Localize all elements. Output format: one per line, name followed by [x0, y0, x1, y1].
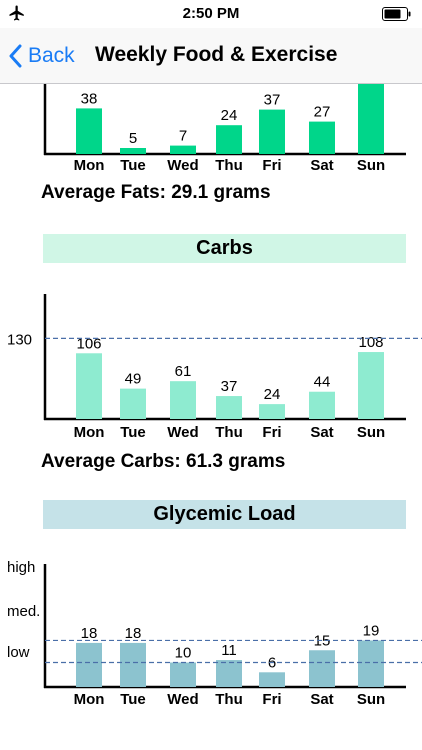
carbs-bar: [309, 391, 335, 419]
fats-bar: [216, 125, 242, 154]
glycemic-value-label: 19: [363, 622, 380, 639]
status-bar: 2:50 PM: [0, 0, 422, 28]
carbs-value-label: 106: [76, 335, 101, 352]
glycemic-bar: [309, 650, 335, 687]
glycemic-header-label: Glycemic Load: [153, 503, 296, 525]
carbs-section-header: Carbs: [43, 234, 406, 263]
fats-value-label: 27: [314, 104, 331, 121]
charts-canvas: 38 Mon 5 Tue 7 Wed 24 Thu 37 Fri 27 Sat Sun 106 Mon 49 T…: [7, 84, 422, 708]
glycemic-bar: [216, 660, 242, 687]
carbs-category-label: Wed: [167, 424, 198, 441]
carbs-value-label: 24: [264, 386, 281, 403]
carbs-value-label: 44: [314, 374, 331, 391]
scroll-content[interactable]: 38 Mon 5 Tue 7 Wed 24 Thu 37 Fri 27 Sat Sun 106 Mon 49 T…: [0, 84, 422, 750]
airplane-icon: [9, 5, 24, 21]
glycemic-value-label: 18: [81, 625, 98, 642]
page-title: Weekly Food & Exercise: [95, 43, 338, 66]
carbs-category-label: Fri: [262, 424, 281, 441]
carbs-category-label: Thu: [215, 424, 243, 441]
fats-bar: [120, 148, 146, 154]
carbs-value-label: 61: [175, 363, 192, 380]
glycemic-category-label: Thu: [215, 691, 243, 708]
glycemic-value-label: 18: [125, 625, 142, 642]
fats-value-label: 7: [179, 128, 187, 145]
carbs-value-label: 37: [221, 378, 238, 395]
average-fats-text: Average Fats: 29.1 grams: [41, 182, 271, 203]
chevron-left-icon: [9, 44, 22, 68]
carbs-category-label: Tue: [120, 424, 146, 441]
fats-category-label: Sun: [357, 157, 385, 174]
fats-value-label: 37: [264, 92, 281, 109]
glycemic-bar: [259, 672, 285, 687]
average-carbs-text: Average Carbs: 61.3 grams: [41, 451, 286, 472]
glycemic-value-label: 10: [175, 645, 192, 662]
fats-bar: [358, 84, 384, 154]
fats-category-label: Mon: [74, 157, 105, 174]
fats-category-label: Sat: [310, 157, 333, 174]
carbs-category-label: Sun: [357, 424, 385, 441]
glycemic-value-label: 11: [221, 642, 237, 659]
glycemic-category-label: Tue: [120, 691, 146, 708]
glycemic-category-label: Sat: [310, 691, 333, 708]
carbs-value-label: 108: [358, 334, 383, 351]
carbs-value-label: 49: [125, 371, 142, 388]
glycemic-bar: [358, 640, 384, 687]
glycemic-category-label: Mon: [74, 691, 105, 708]
glycemic-y-tick-label: med.: [7, 603, 40, 620]
fats-bar: [259, 109, 285, 154]
back-button[interactable]: Back: [8, 40, 75, 72]
back-label: Back: [28, 44, 75, 67]
fats-category-label: Wed: [167, 157, 198, 174]
fats-value-label: 5: [129, 130, 137, 147]
fats-category-label: Thu: [215, 157, 243, 174]
carbs-header-label: Carbs: [196, 237, 253, 259]
fats-category-label: Tue: [120, 157, 146, 174]
battery-icon: [382, 7, 411, 21]
fats-category-label: Fri: [262, 157, 281, 174]
glycemic-category-label: Sun: [357, 691, 385, 708]
glycemic-bar: [76, 642, 102, 687]
carbs-bar: [259, 404, 285, 419]
glycemic-bar: [120, 642, 146, 687]
glycemic-section-header: Glycemic Load: [43, 500, 406, 529]
status-time: 2:50 PM: [182, 5, 240, 22]
carbs-bar: [170, 381, 196, 419]
glycemic-category-label: Wed: [167, 691, 198, 708]
glycemic-y-tick-label: low: [7, 644, 30, 661]
carbs-category-label: Mon: [74, 424, 105, 441]
fats-bar: [170, 145, 196, 154]
glycemic-category-label: Fri: [262, 691, 281, 708]
carbs-bar: [216, 396, 242, 419]
carbs-category-label: Sat: [310, 424, 333, 441]
fats-bar: [76, 108, 102, 154]
glycemic-bar: [170, 662, 196, 687]
glycemic-y-tick-label: high: [7, 559, 35, 576]
carbs-y-tick-label: 130: [7, 331, 32, 348]
fats-bar: [309, 121, 335, 154]
fats-value-label: 24: [221, 107, 238, 124]
carbs-bar: [120, 388, 146, 419]
carbs-bar: [76, 353, 102, 419]
fats-value-label: 38: [81, 90, 98, 107]
carbs-bar: [358, 352, 384, 419]
navigation-bar: Back Weekly Food & Exercise: [0, 28, 422, 84]
